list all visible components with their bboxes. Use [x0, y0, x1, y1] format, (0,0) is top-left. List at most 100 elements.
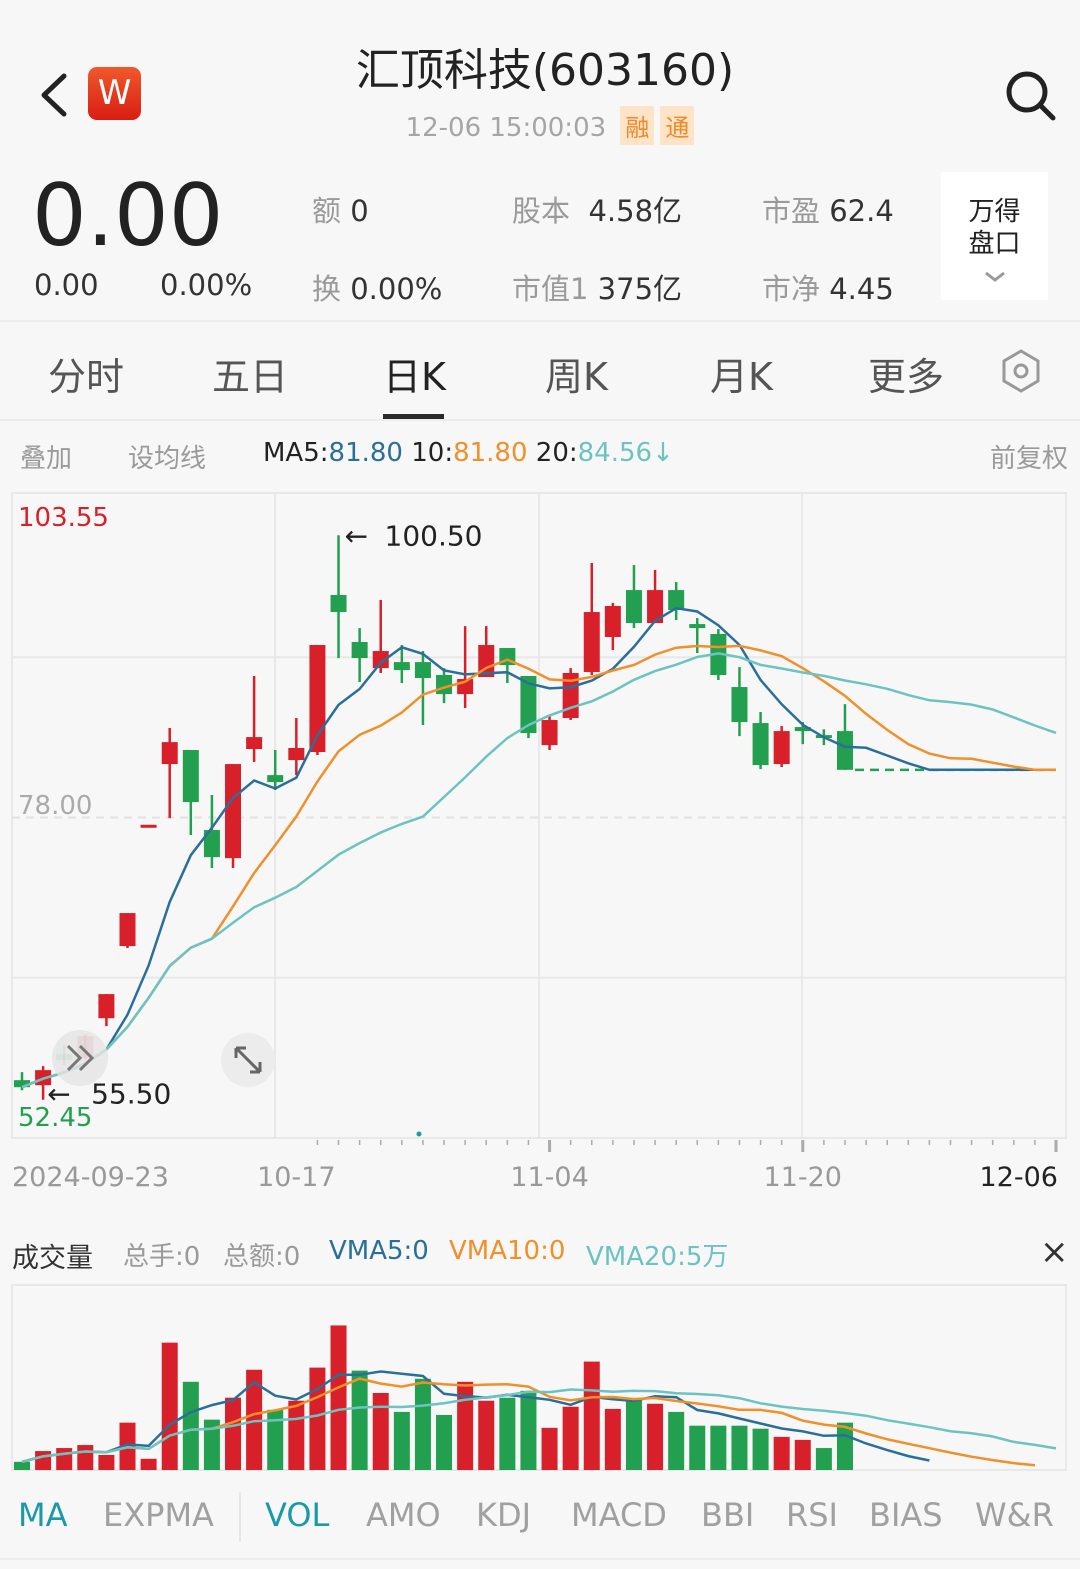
indicator-ma[interactable]: MA — [18, 1496, 68, 1534]
high-annotation: 100.50 — [385, 519, 483, 552]
stat-share-capital: 股本 4.58亿 — [512, 194, 683, 228]
x-tick-label: 11-20 — [764, 1162, 842, 1193]
close-volume-button[interactable]: × — [1040, 1232, 1069, 1272]
collapse-sidebar-button[interactable] — [52, 1030, 108, 1086]
volume-bar — [372, 1392, 389, 1470]
divider — [0, 1558, 1080, 1560]
fullscreen-button[interactable] — [221, 1033, 275, 1087]
divider — [0, 419, 1080, 421]
volume-bar — [246, 1369, 263, 1470]
candle-body — [267, 775, 284, 783]
volume-frame — [11, 1284, 1067, 1471]
overlay-button[interactable]: 叠加 — [20, 444, 73, 474]
volume-bar — [98, 1454, 115, 1470]
candle-body — [520, 676, 537, 734]
logo-letter: W — [97, 73, 132, 113]
candle-body — [773, 731, 790, 765]
indicator-amo[interactable]: AMO — [366, 1496, 441, 1534]
wind-orderbook-button[interactable]: 万得 盘口 — [941, 172, 1048, 300]
volume-bar — [414, 1378, 431, 1470]
candle-body — [478, 645, 495, 678]
indicator-kdj[interactable]: KDJ — [476, 1496, 532, 1534]
high-arrow: ← — [345, 519, 368, 552]
candle-body — [161, 742, 178, 765]
candle-body — [414, 662, 431, 679]
volume-bar — [710, 1425, 727, 1470]
y-label-top: 103.55 — [18, 503, 109, 533]
candle-body — [246, 737, 263, 750]
last-price: 0.00 — [32, 166, 224, 266]
indicator-expma[interactable]: EXPMA — [103, 1496, 214, 1534]
candle-body — [604, 606, 621, 637]
volume-bar — [161, 1342, 178, 1470]
vma10-value: VMA10:0 — [449, 1236, 566, 1266]
volume-bar — [583, 1361, 600, 1470]
search-button[interactable] — [1003, 68, 1057, 122]
indicator-macd[interactable]: MACD — [571, 1496, 667, 1534]
candle-body — [98, 994, 115, 1019]
candle-body — [330, 594, 347, 613]
x-tick-label: 10-17 — [257, 1162, 335, 1193]
indicator-wr[interactable]: W&R — [975, 1496, 1054, 1534]
volume-bar — [457, 1381, 474, 1470]
candle-body — [372, 651, 389, 669]
tab-daily-k[interactable]: 日K — [383, 355, 446, 399]
chart-settings-button[interactable] — [1000, 348, 1042, 398]
volume-bar — [689, 1425, 706, 1470]
connect-badge: 通 — [660, 106, 695, 145]
indicator-bias[interactable]: BIAS — [869, 1496, 943, 1534]
ma5-line — [21, 606, 1056, 1089]
search-icon — [1006, 71, 1056, 121]
candle-body — [203, 830, 220, 858]
candle-body — [541, 720, 558, 746]
tab-intraday[interactable]: 分时 — [48, 355, 125, 399]
candle-body — [436, 674, 453, 695]
vma5-line — [21, 1370, 930, 1464]
candle-body — [288, 748, 305, 761]
chevron-down-icon — [984, 271, 1005, 282]
volume-bar — [35, 1451, 52, 1470]
app-logo[interactable]: W — [88, 67, 141, 120]
volume-bar — [77, 1445, 94, 1470]
price-change: 0.00 — [34, 268, 99, 302]
volume-bar — [309, 1367, 326, 1470]
low-annotation: 55.50 — [91, 1078, 171, 1111]
indicator-rsi[interactable]: RSI — [786, 1496, 838, 1534]
vma20-line — [21, 1388, 1057, 1464]
volume-bar — [436, 1414, 453, 1470]
candle-body — [393, 662, 410, 671]
active-tab-indicator — [383, 414, 444, 419]
adjust-mode-button[interactable]: 前复权 — [989, 444, 1068, 474]
candle-body — [140, 824, 157, 828]
double-chevron-right-icon — [66, 1044, 95, 1072]
candle-body — [668, 590, 685, 611]
candle-body — [731, 687, 748, 723]
set-ma-button[interactable]: 设均线 — [128, 444, 207, 474]
hexagon-settings-icon — [1002, 349, 1040, 393]
x-tick-label: 12-06 — [980, 1162, 1058, 1193]
back-button[interactable] — [34, 70, 74, 120]
tab-monthly-k[interactable]: 月K — [710, 355, 773, 399]
candle-body — [836, 731, 853, 770]
volume-bar — [330, 1325, 347, 1470]
subtitle: 12-06 15:00:03 融通 — [0, 106, 1080, 145]
indicator-vol[interactable]: VOL — [265, 1496, 330, 1534]
candle-body — [647, 590, 664, 624]
volume-bar — [815, 1448, 832, 1470]
tab-five-day[interactable]: 五日 — [212, 355, 289, 399]
candle-body — [309, 645, 326, 753]
candle-body — [14, 1080, 30, 1088]
margin-badge: 融 — [620, 106, 655, 145]
vma5-value: VMA5:0 — [329, 1236, 429, 1266]
indicator-bbi[interactable]: BBI — [701, 1496, 755, 1534]
stat-pe: 市盈 62.4 — [762, 194, 894, 228]
tab-more[interactable]: 更多 — [868, 355, 945, 399]
volume-bar — [773, 1436, 790, 1470]
chevron-left-icon — [41, 73, 67, 117]
candle-body — [794, 727, 811, 732]
stat-amount: 额 0 — [312, 194, 369, 228]
volume-bar — [351, 1370, 368, 1470]
tab-weekly-k[interactable]: 周K — [545, 355, 608, 399]
x-tick-label: 11-04 — [510, 1162, 588, 1193]
